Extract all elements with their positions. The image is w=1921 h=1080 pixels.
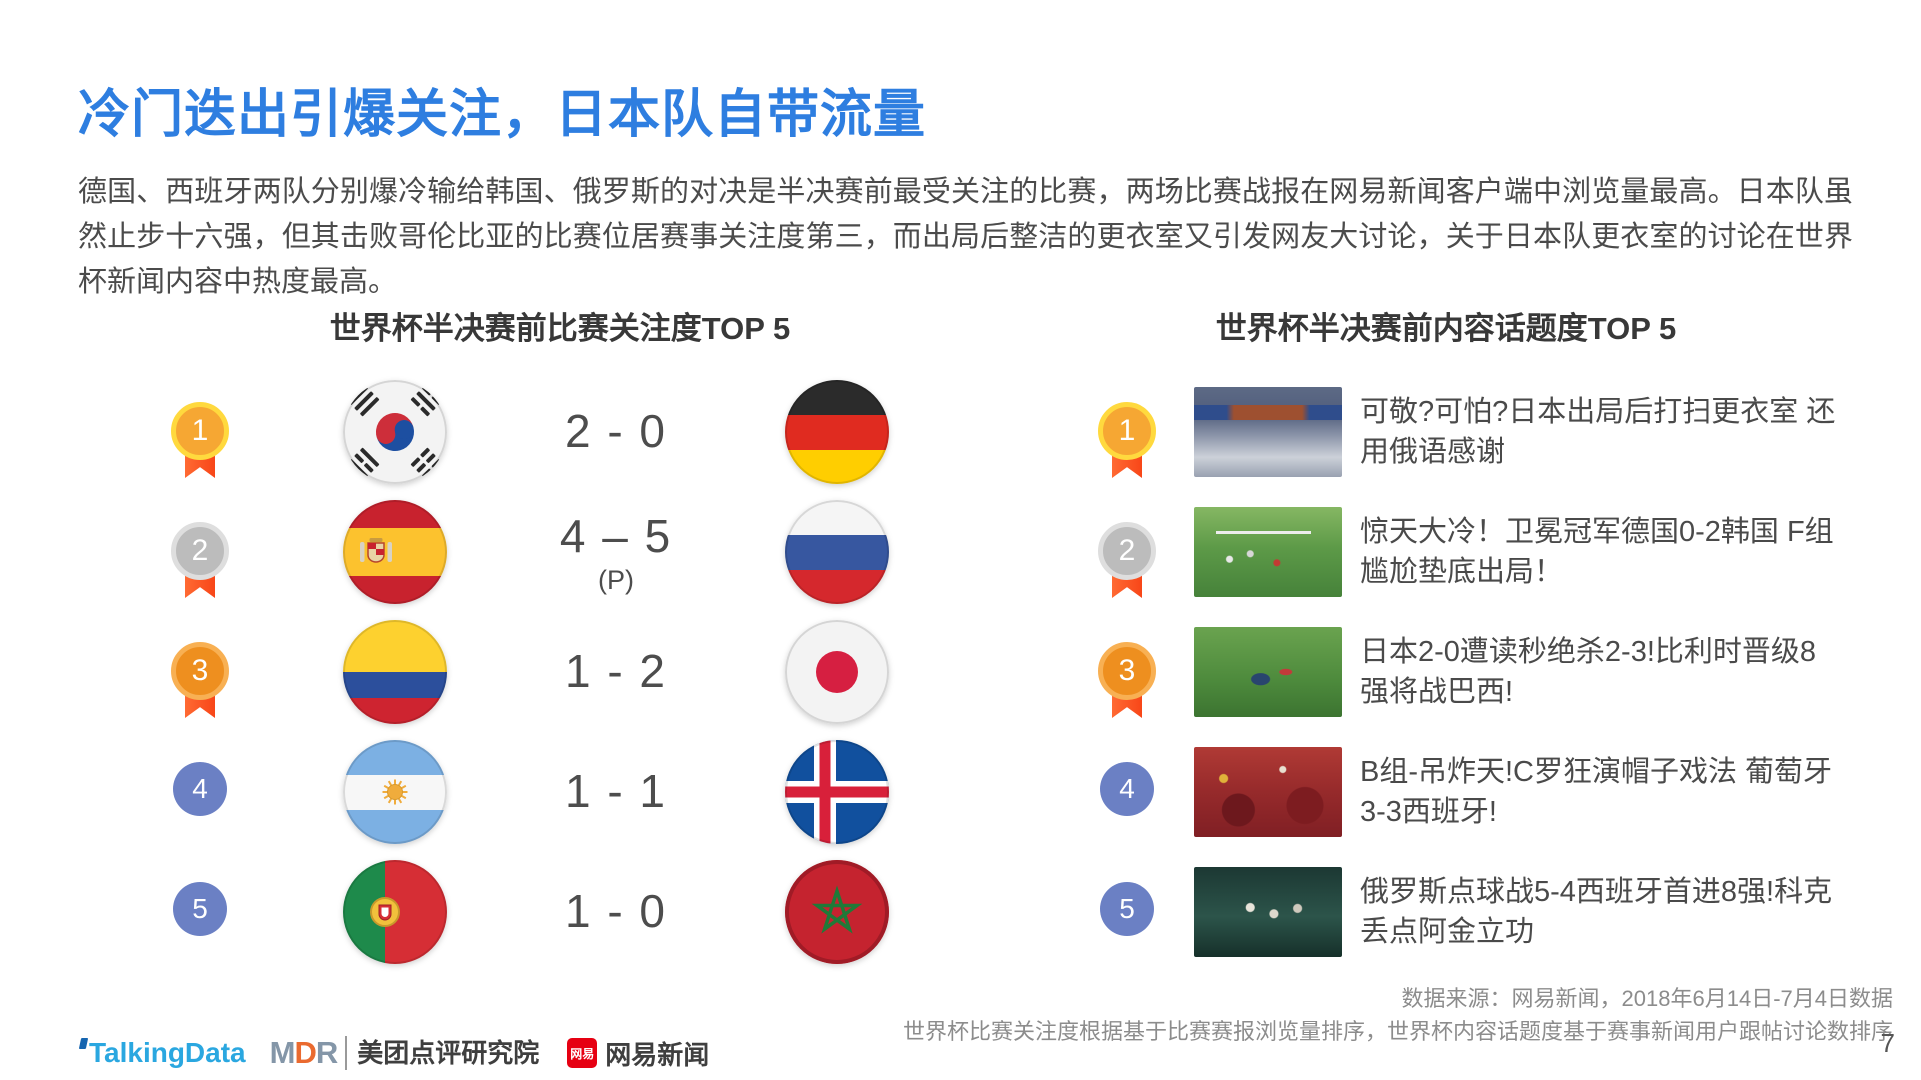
- data-source-note: 数据来源：网易新闻，2018年6月14日-7月4日数据 世界杯比赛关注度根据基于…: [903, 982, 1893, 1048]
- news-headline: 可敬?可怕?日本出局后打扫更衣室 还用俄语感谢: [1360, 396, 1836, 468]
- rank-5-badge-icon: 5: [170, 882, 230, 936]
- rank-number: 1: [1098, 402, 1156, 460]
- talkingdata-logo: TalkingData: [78, 1037, 246, 1069]
- match-score: 2 - 0: [564, 405, 668, 457]
- topic-row: 3 日本2-0遭读秒绝杀2-3!比利时晋级8强将战巴西!: [0, 612, 1921, 732]
- rank-3-medal-icon: 3: [170, 642, 230, 718]
- match-row: 5 1 - 0: [0, 852, 1921, 972]
- news-headline: 日本2-0遭读秒绝杀2-3!比利时晋级8强将战巴西!: [1360, 636, 1817, 708]
- netease-news-logo: 网易 网易新闻: [567, 1035, 709, 1072]
- rank-number: 4: [1100, 762, 1154, 816]
- portugal-flag-icon: [343, 860, 447, 964]
- talkingdata-quote-mark-icon: [78, 1038, 89, 1049]
- japan-belgium-match-photo: [1194, 627, 1342, 717]
- topic-row: 2 惊天大冷！卫冕冠军德国0-2韩国 F组尴尬垫底出局！: [0, 492, 1921, 612]
- rank-number: 1: [171, 402, 229, 460]
- argentina-flag-icon: [343, 740, 447, 844]
- match-panel-header: 世界杯半决赛前比赛关注度TOP 5: [329, 311, 791, 346]
- match-row: 3 1 - 2: [0, 612, 1921, 732]
- page-number: 7: [1880, 1028, 1895, 1058]
- news-headline: 惊天大冷！卫冕冠军德国0-2韩国 F组尴尬垫底出局！: [1360, 516, 1834, 588]
- match-row: 4 1 - 1: [0, 732, 1921, 852]
- rank-number: 4: [173, 762, 227, 816]
- match-score: 1 - 1: [564, 765, 668, 817]
- match-score: 1 - 0: [564, 885, 668, 937]
- footer-logos: TalkingData M D R 美团点评研究院 网易 网易新闻: [78, 1034, 709, 1072]
- portugal-fans-photo: [1194, 747, 1342, 837]
- rank-3-medal-icon: 3: [1097, 642, 1157, 718]
- page-title: 冷门迭出引爆关注，日本队自带流量: [78, 86, 927, 144]
- spain-flag-icon: [343, 500, 447, 604]
- rank-4-badge-icon: 4: [1097, 762, 1157, 816]
- colombia-flag-icon: [343, 620, 447, 724]
- data-source-line1: 数据来源：网易新闻，2018年6月14日-7月4日数据: [1401, 986, 1893, 1011]
- germany-flag-icon: [785, 380, 889, 484]
- rank-4-badge-icon: 4: [170, 762, 230, 816]
- netease-badge-icon: 网易: [567, 1038, 598, 1068]
- mdr-logo: M D R: [269, 1035, 339, 1070]
- rank-number: 5: [173, 882, 227, 936]
- rank-2-medal-icon: 2: [1097, 522, 1157, 598]
- topic-row: 5 俄罗斯点球战5-4西班牙首进8强!科克丢点阿金立功: [0, 852, 1921, 972]
- germany-korea-match-photo: [1194, 507, 1342, 597]
- match-row: 1 2 - 0: [0, 372, 1921, 492]
- rank-1-medal-icon: 1: [170, 402, 230, 478]
- match-score: 1 - 2: [564, 645, 668, 697]
- rank-number: 5: [1100, 882, 1154, 936]
- data-source-line2: 世界杯比赛关注度根据基于比赛赛报浏览量排序，世界杯内容话题度基于赛事新闻用户跟帖…: [902, 1019, 1893, 1044]
- topic-panel-header: 世界杯半决赛前内容话题度TOP 5: [1215, 311, 1677, 346]
- news-headline: 俄罗斯点球战5-4西班牙首进8强!科克丢点阿金立功: [1360, 876, 1833, 948]
- summary-paragraph: 德国、西班牙两队分别爆冷输给韩国、俄罗斯的对决是半决赛前最受关注的比赛，两场比赛…: [78, 176, 1853, 298]
- russia-celebration-photo: [1194, 867, 1342, 957]
- topic-row: 1 可敬?可怕?日本出局后打扫更衣室 还用俄语感谢: [0, 372, 1921, 492]
- japan-flag-icon: [785, 620, 889, 724]
- rank-number: 3: [1098, 642, 1156, 700]
- iceland-flag-icon: [785, 740, 889, 844]
- news-headline: B组-吊炸天!C罗狂演帽子戏法 葡萄牙3-3西班牙!: [1360, 756, 1833, 828]
- topic-row: 4 B组-吊炸天!C罗狂演帽子戏法 葡萄牙3-3西班牙!: [0, 732, 1921, 852]
- rank-number: 3: [171, 642, 229, 700]
- russia-flag-icon: [785, 500, 889, 604]
- match-score: 4 – 5 (P): [559, 509, 673, 595]
- morocco-flag-icon: [785, 860, 889, 964]
- rank-2-medal-icon: 2: [170, 522, 230, 598]
- south-korea-flag-icon: [343, 380, 447, 484]
- rank-number: 2: [171, 522, 229, 580]
- rank-1-medal-icon: 1: [1097, 402, 1157, 478]
- rank-number: 2: [1098, 522, 1156, 580]
- match-row: 2 4 – 5 (P): [0, 492, 1921, 612]
- meituan-dianping-institute-label: 美团点评研究院: [345, 1036, 539, 1070]
- locker-room-photo: [1194, 387, 1342, 477]
- rank-5-badge-icon: 5: [1097, 882, 1157, 936]
